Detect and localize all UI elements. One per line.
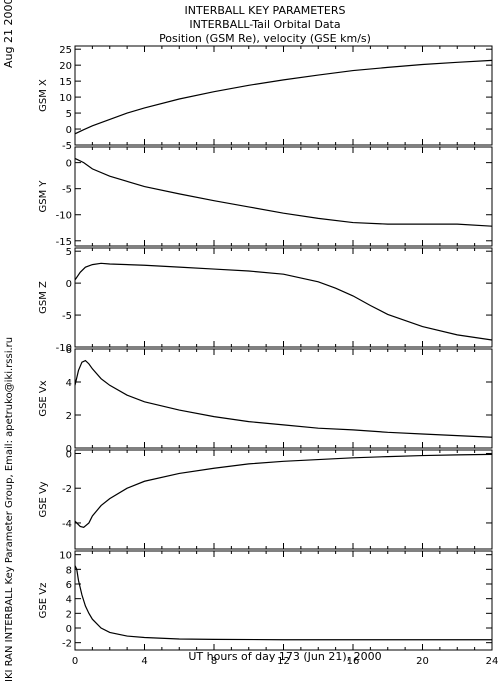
y-tick-label: 5 (66, 247, 72, 258)
panel-frame (74, 550, 493, 651)
y-tick-label: 0 (66, 159, 72, 170)
y-tick-label: -5 (62, 141, 72, 152)
y-tick-label: -10 (56, 343, 72, 354)
y-tick-label: 0 (66, 125, 72, 136)
y-tick-label: -2 (62, 484, 72, 495)
y-tick-label: -10 (56, 211, 72, 222)
y-axis-label: GSM Y (38, 180, 49, 213)
y-axis-label: GSM X (38, 79, 49, 112)
x-tick-label: 20 (416, 656, 429, 667)
panel-frame (74, 45, 493, 146)
x-axis-title: UT hours of day 173 (Jun 21), 2000 (188, 650, 381, 663)
y-tick-label: 2 (66, 609, 72, 620)
y-tick-label: -2 (62, 639, 72, 650)
y-tick-label: 0 (66, 279, 72, 290)
panel-frame (74, 348, 493, 449)
x-tick-label: 4 (141, 656, 147, 667)
y-tick-label: -15 (56, 237, 72, 248)
y-tick-label: 2 (66, 411, 72, 422)
x-tick-label: 24 (486, 656, 499, 667)
y-tick-label: -4 (62, 519, 72, 530)
y-tick-label: 0 (66, 449, 72, 460)
chart-title: INTERBALL KEY PARAMETERS (185, 4, 346, 17)
y-tick-label: 4 (66, 378, 72, 389)
chart-units: Position (GSM Re), velocity (GSE km/s) (159, 32, 371, 45)
y-tick-label: 8 (66, 565, 72, 576)
side-credit-label: IKI RAN INTERBALL Key Parameter Group, E… (4, 337, 15, 682)
y-tick-label: 0 (66, 444, 72, 455)
y-tick-label: 4 (66, 595, 72, 606)
series-line (74, 565, 492, 641)
side-date-label: Aug 21 2000 (2, 0, 15, 68)
y-tick-label: 0 (66, 624, 72, 635)
y-tick-label: 25 (59, 45, 72, 56)
x-tick-label: 0 (72, 656, 78, 667)
y-tick-label: 10 (59, 93, 72, 104)
y-tick-label: 15 (59, 77, 72, 88)
series-line (74, 453, 493, 528)
x-tick-label: 8 (211, 656, 217, 667)
y-tick-label: 10 (59, 551, 72, 562)
series-line (74, 262, 493, 341)
y-tick-label: -5 (62, 185, 72, 196)
series-line (74, 359, 493, 438)
y-tick-label: 20 (59, 61, 72, 72)
y-axis-label: GSE Vy (38, 481, 49, 517)
y-tick-label: -5 (62, 311, 72, 322)
chart-subtitle: INTERBALL-Tail Orbital Data (189, 18, 340, 31)
y-tick-label: 5 (66, 109, 72, 120)
y-axis-label: GSE Vz (38, 583, 49, 619)
y-axis-label: GSE Vx (38, 380, 49, 416)
y-tick-label: 6 (66, 345, 72, 356)
x-tick-label: 16 (347, 656, 360, 667)
x-tick-label: 12 (277, 656, 290, 667)
panel-frame (74, 146, 493, 247)
series-line (74, 157, 493, 227)
y-axis-label: GSM Z (38, 281, 49, 314)
panel-frame (74, 247, 493, 348)
panel-frame (74, 449, 493, 550)
series-line (74, 59, 493, 135)
y-tick-label: 6 (66, 580, 72, 591)
